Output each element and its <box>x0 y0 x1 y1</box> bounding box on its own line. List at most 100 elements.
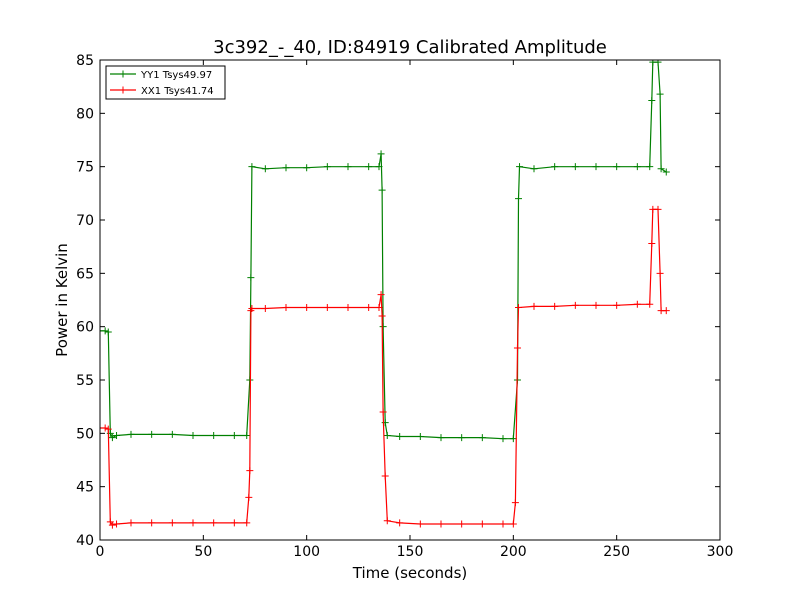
y-axis-label: Power in Kelvin <box>53 243 71 357</box>
data-point <box>246 467 254 475</box>
data-point <box>646 163 654 171</box>
legend-item-1: YY1 Tsys49.97 <box>110 70 212 81</box>
data-point <box>245 493 253 501</box>
data-point <box>148 519 156 527</box>
data-point <box>261 305 269 313</box>
data-point <box>551 302 559 310</box>
data-point <box>437 434 445 442</box>
x-tick-label: 250 <box>603 544 630 560</box>
data-point <box>530 302 538 310</box>
data-point <box>571 301 579 309</box>
legend-item-2: XX1 Tsys41.74 <box>110 86 214 97</box>
legend-box <box>105 65 226 100</box>
x-tick-label: 50 <box>194 544 212 560</box>
legend-marker <box>119 86 127 94</box>
data-point <box>458 520 466 528</box>
data-point <box>662 168 670 176</box>
data-point <box>261 165 269 173</box>
x-tick-label: 100 <box>293 544 320 560</box>
y-tick-label: 70 <box>76 213 94 229</box>
data-point <box>515 303 522 311</box>
data-point <box>243 519 251 527</box>
data-point <box>365 163 373 171</box>
data-point <box>654 205 662 213</box>
y-tick-label: 50 <box>76 426 94 442</box>
series-line-2 <box>100 208 667 526</box>
data-point <box>104 328 112 336</box>
y-tick-label: 80 <box>76 106 94 122</box>
data-point <box>511 499 519 507</box>
data-point <box>101 424 109 432</box>
y-tick-label: 60 <box>76 320 94 336</box>
data-point <box>243 431 251 439</box>
data-point <box>633 163 641 171</box>
data-point <box>379 408 387 416</box>
data-point <box>416 433 424 441</box>
data-point <box>613 163 621 171</box>
data-point <box>657 165 665 173</box>
data-point <box>613 301 621 309</box>
x-tick-label: 300 <box>707 544 734 560</box>
data-point <box>378 186 386 194</box>
data-point <box>168 519 176 527</box>
y-tick-label: 85 <box>76 53 94 69</box>
data-point <box>101 327 109 335</box>
data-point <box>104 425 112 433</box>
plot-area: 0 50 100 150 200 250 300 40 45 50 55 60 65 70 75 80 85 YY… <box>76 53 733 560</box>
data-point <box>513 344 521 352</box>
legend: YY1 Tsys49.97 XX1 Tsys41.74 <box>105 65 226 100</box>
data-point <box>551 163 559 171</box>
legend-label: XX1 Tsys41.74 <box>141 86 214 97</box>
data-point <box>416 520 424 528</box>
data-point <box>648 239 656 247</box>
data-point <box>646 300 654 308</box>
data-point <box>377 150 385 158</box>
data-point <box>478 434 486 442</box>
data-point <box>230 431 238 439</box>
data-point <box>509 520 517 528</box>
data-point <box>303 164 311 172</box>
data-point <box>375 303 383 311</box>
data-point <box>499 520 507 528</box>
data-point <box>323 303 331 311</box>
data-point <box>282 303 290 311</box>
y-tick-label: 40 <box>76 533 94 549</box>
x-tick-label: 200 <box>500 544 527 560</box>
data-point <box>344 303 352 311</box>
data-point <box>656 90 664 98</box>
data-point <box>515 195 522 203</box>
data-point <box>633 300 641 308</box>
data-point <box>113 431 121 439</box>
series-2 <box>100 205 670 529</box>
data-point <box>344 163 352 171</box>
y-tick-label: 55 <box>76 373 94 389</box>
data-point <box>248 163 256 171</box>
data-point <box>656 269 664 277</box>
data-point <box>437 520 445 528</box>
x-tick-label: 150 <box>397 544 424 560</box>
legend-label: YY1 Tsys49.97 <box>140 70 212 81</box>
x-axis-label: Time (seconds) <box>352 564 468 582</box>
data-point <box>509 435 517 443</box>
data-point <box>530 165 538 173</box>
data-point <box>127 519 135 527</box>
data-point <box>127 430 135 438</box>
y-tick-label: 45 <box>76 480 94 496</box>
data-point <box>654 60 662 66</box>
data-point <box>662 307 670 315</box>
legend-marker <box>119 70 127 78</box>
data-point <box>571 163 579 171</box>
x-tick-label: 0 <box>96 544 105 560</box>
data-point <box>189 519 197 527</box>
data-point <box>478 520 486 528</box>
data-point <box>378 312 386 320</box>
y-tick-label: 75 <box>76 160 94 176</box>
data-point <box>148 430 156 438</box>
data-point <box>592 163 600 171</box>
data-point <box>247 274 255 282</box>
data-point <box>189 431 197 439</box>
chart-title: 3c392_-_40, ID:84919 Calibrated Amplitud… <box>213 37 607 58</box>
data-point <box>648 97 656 105</box>
series-1 <box>100 60 670 443</box>
